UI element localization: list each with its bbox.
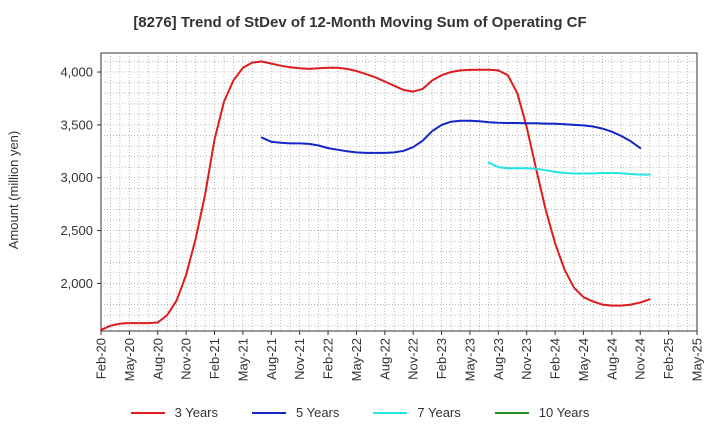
x-tick-label: Nov-20 bbox=[179, 338, 194, 380]
x-tick-label: Aug-24 bbox=[604, 338, 619, 380]
x-tick-label: May-23 bbox=[462, 338, 477, 381]
legend-item: 3 Years bbox=[130, 405, 218, 420]
legend-label: 7 Years bbox=[417, 405, 461, 420]
x-tick-label: Nov-23 bbox=[519, 338, 534, 380]
y-tick-label: 2,000 bbox=[60, 276, 93, 291]
legend-swatch bbox=[252, 411, 286, 414]
x-tick-label: Nov-21 bbox=[292, 338, 307, 380]
x-tick-label: Nov-22 bbox=[406, 338, 421, 380]
chart-title: [8276] Trend of StDev of 12-Month Moving… bbox=[133, 14, 587, 31]
x-tick-label: May-24 bbox=[576, 338, 591, 381]
x-tick-label: Feb-23 bbox=[434, 338, 449, 379]
x-tick-label: May-20 bbox=[122, 338, 137, 381]
legend-swatch bbox=[130, 411, 165, 414]
y-tick-label: 4,000 bbox=[60, 65, 93, 80]
legend-label: 3 Years bbox=[174, 405, 218, 420]
x-tick-label: Feb-21 bbox=[207, 338, 222, 379]
y-tick-label: 2,500 bbox=[60, 223, 93, 238]
x-tick-label: Aug-20 bbox=[150, 338, 165, 380]
x-tick-label: Aug-22 bbox=[377, 338, 392, 380]
series-line-3-years bbox=[100, 60, 651, 331]
x-tick-label: Nov-24 bbox=[633, 338, 648, 380]
legend-swatch bbox=[373, 411, 408, 414]
x-tick-label: Feb-22 bbox=[321, 338, 336, 379]
y-axis-label: Amount (million yen) bbox=[6, 131, 21, 250]
x-tick-label: Aug-21 bbox=[264, 338, 279, 380]
plot-area bbox=[101, 53, 697, 331]
legend-item: 5 Years bbox=[252, 405, 339, 420]
legend-item: 7 Years bbox=[373, 405, 461, 420]
legend-label: 10 Years bbox=[538, 405, 590, 420]
legend-swatch bbox=[494, 411, 529, 414]
series-line-7-years bbox=[487, 161, 651, 176]
x-tick-label: Feb-25 bbox=[661, 338, 676, 379]
legend-item: 10 Years bbox=[494, 405, 590, 420]
legend: 3 Years 5 Years 7 Years 10 Years bbox=[0, 405, 720, 420]
plot-frame bbox=[100, 52, 698, 332]
legend-label: 5 Years bbox=[296, 405, 340, 420]
x-tick-label: May-21 bbox=[235, 338, 250, 381]
x-tick-label: May-22 bbox=[349, 338, 364, 381]
x-tick-label: Feb-20 bbox=[94, 338, 109, 379]
x-tick-label: May-25 bbox=[690, 338, 705, 381]
x-tick-label: Aug-23 bbox=[491, 338, 506, 380]
series-line-5-years bbox=[260, 119, 642, 154]
y-tick-label: 3,000 bbox=[60, 170, 93, 185]
y-tick-label: 3,500 bbox=[60, 117, 93, 132]
x-tick-label: Feb-24 bbox=[548, 338, 563, 379]
